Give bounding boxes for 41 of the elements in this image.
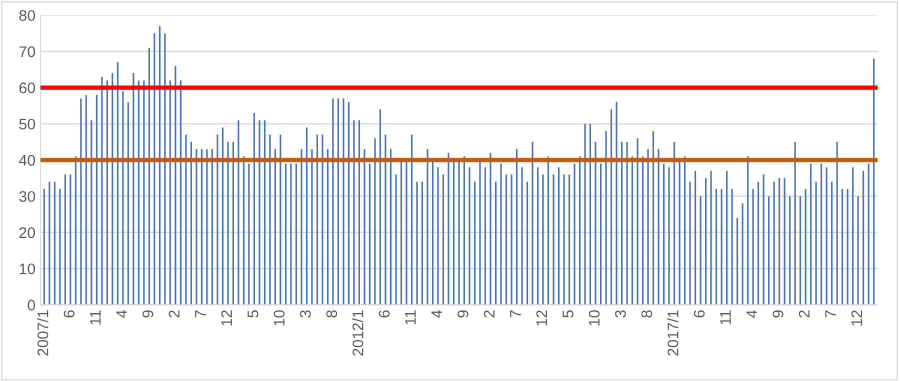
x-tick-label: 9 [772, 310, 784, 318]
x-tick-label: 2012/1 [352, 310, 364, 356]
y-tick-label: 0 [28, 300, 36, 310]
x-tick-label: 2007/1 [37, 310, 48, 356]
x-tick-label: 9 [458, 310, 468, 318]
x-tick-label: 8 [641, 310, 652, 318]
y-tick-label: 40 [19, 154, 36, 166]
x-tick-label: 4 [116, 310, 127, 318]
x-tick-label: 12 [536, 310, 547, 326]
x-tick-label: 2 [798, 310, 810, 318]
x-tick-label: 6 [694, 310, 705, 318]
x-tick-label: 10 [588, 310, 600, 326]
x-tick-label: 11 [405, 310, 416, 324]
x-tick-label: 7 [510, 310, 521, 318]
x-tick-label: 3 [300, 310, 311, 318]
y-tick-label: 80 [19, 10, 36, 21]
x-tick-label: 2 [484, 310, 494, 318]
x-tick-label: 6 [378, 310, 390, 318]
x-tick-label: 9 [142, 310, 154, 318]
x-tick-label: 2017/1 [667, 310, 678, 356]
y-tick-label: 10 [20, 263, 36, 274]
x-tick-label: 4 [746, 310, 758, 318]
x-tick-label: 12 [851, 310, 862, 326]
x-tick-label: 12 [221, 310, 232, 326]
x-tick-label: 5 [248, 310, 258, 318]
x-tick-label: 3 [615, 310, 626, 318]
y-tick-label: 70 [19, 46, 36, 58]
y-tick-label: 20 [19, 227, 36, 238]
x-tick-label: 11 [90, 310, 101, 324]
x-tick-label: 10 [274, 310, 285, 326]
y-tick-label: 30 [19, 191, 36, 202]
x-tick-label: 7 [195, 310, 206, 318]
y-tick-label: 50 [19, 118, 36, 130]
x-tick-label: 6 [64, 310, 75, 318]
x-tick-label: 2 [168, 310, 180, 318]
x-tick-label: 4 [431, 310, 442, 318]
x-tick-label: 8 [326, 310, 338, 318]
y-tick-label: 60 [19, 82, 36, 94]
x-tick-label: 7 [825, 310, 836, 318]
x-tick-label: 5 [562, 310, 574, 318]
x-tick-label: 11 [720, 310, 731, 324]
